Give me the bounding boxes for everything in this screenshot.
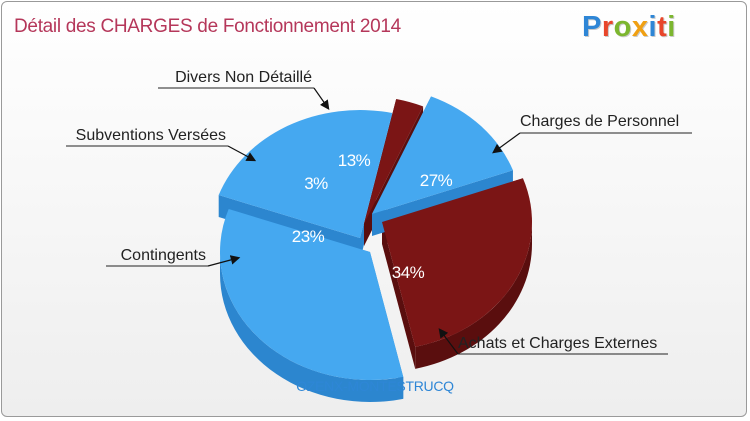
pie-chart: 27% 34% 23% 3% 13% Charges de Personnel Achat… [66,69,692,402]
slice-percent-label: 3% [304,174,328,193]
slice-percent-label: 27% [420,171,453,190]
slice-percent-label: 34% [392,263,425,282]
logo-letter: t [657,11,668,43]
commune-name: OZENX-MONTESTRUCQ [296,378,454,394]
slice-percent-label: 23% [292,227,325,246]
label-pointer-arrow [438,328,459,355]
pie-slice [364,98,424,224]
logo-letter: i [667,11,676,43]
pie-slice-edge [382,222,416,369]
slice-category-label: Contingents [121,247,206,264]
slice-percent-label: 13% [338,151,371,170]
slice-category-label: Charges de Personnel [520,113,679,130]
slice-category-label: Subventions Versées [76,127,226,144]
label-pointer-arrow [227,145,257,162]
logo-letter: x [631,11,649,43]
pie-slice-side [220,252,404,402]
logo-letter: P [582,11,602,43]
label-pointer-arrow [207,255,241,267]
pie-slice [382,178,533,347]
slice-category-label: Achats et Charges Externes [458,335,657,352]
label-pointer-arrow [313,87,330,110]
pie-slice [372,96,513,214]
logo-letter: i [648,11,658,43]
chart-title: Détail des CHARGES de Fonctionnement 201… [14,16,401,37]
label-pointer-arrow [492,132,521,154]
pie-slice [218,110,393,238]
logo-letter: r [601,11,614,43]
logo-letter: o [613,11,632,43]
proxiti-logo: Proxiti [582,11,676,44]
pie-slice [219,209,404,380]
slice-category-label: Divers Non Détaillé [175,69,312,86]
pie-slice-side [415,222,532,369]
